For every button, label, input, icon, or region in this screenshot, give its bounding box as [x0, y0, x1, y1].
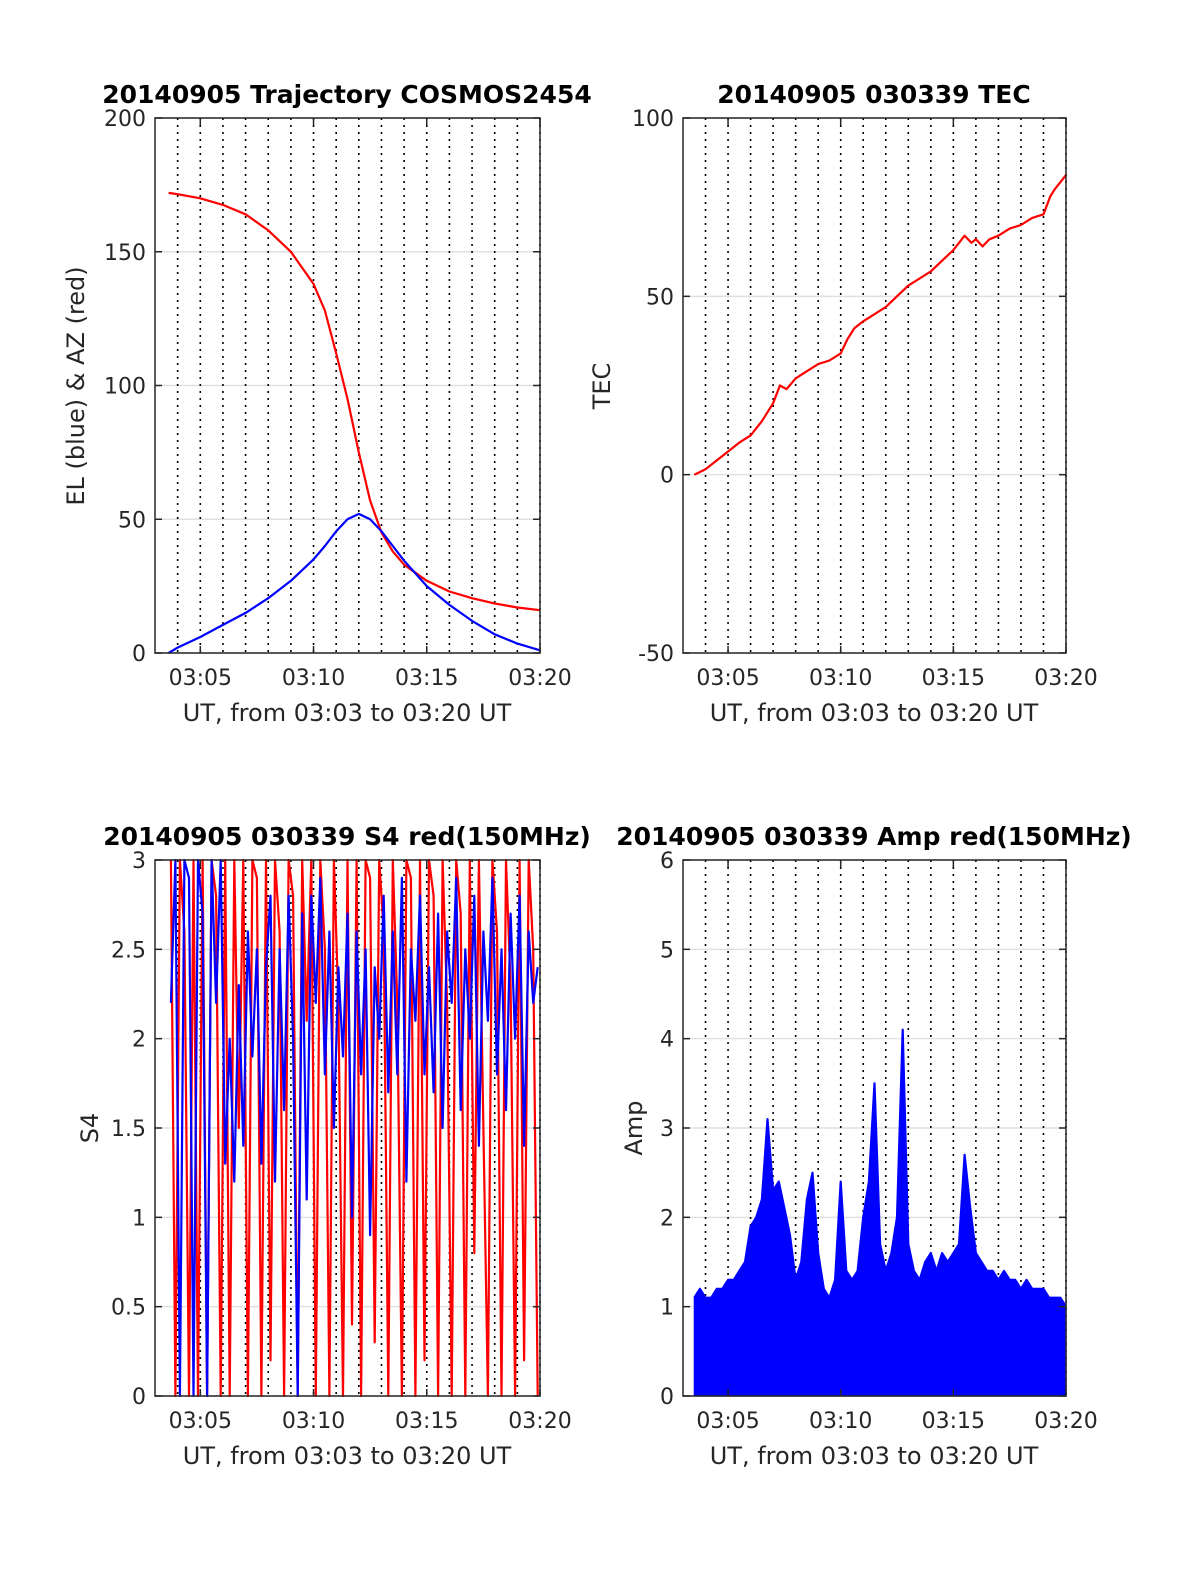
x-tick-label: 03:05 [169, 1409, 232, 1434]
x-tick-label: 03:20 [1034, 1409, 1097, 1434]
panel-amp: 03:05 03:10 03:15 03:20 0 1 2 3 4 5 6 20140905 030… [616, 822, 1132, 1470]
y-tick-label: 100 [104, 375, 146, 400]
series-line [168, 191, 541, 612]
y-tick-label: 50 [646, 285, 674, 310]
series-line [168, 512, 541, 654]
panel-s4: 03:05 03:10 03:15 03:20 0 0.5 1 1.5 2 2.5 3 201409… [76, 822, 591, 1470]
x-tick-label: 03:15 [922, 1409, 985, 1434]
x-tick-label: 03:15 [395, 1409, 458, 1434]
x-tick-label: 03:10 [809, 1409, 872, 1434]
series-line [693, 174, 1067, 476]
y-tick-label: -50 [638, 642, 674, 667]
x-tick-label: 03:10 [282, 1409, 345, 1434]
y-tick-label: 1 [660, 1296, 674, 1321]
y-tick-label: 0 [132, 1385, 146, 1410]
x-tick-label: 03:10 [809, 666, 872, 691]
y-axis-label: S4 [76, 1113, 104, 1144]
y-tick-label: 2.5 [111, 938, 146, 963]
axes-frame [682, 117, 1067, 654]
y-tick-label: 0 [660, 1385, 674, 1410]
panel-title: 20140905 Trajectory COSMOS2454 [102, 80, 592, 109]
x-axis-label: UT, from 03:03 to 03:20 UT [710, 699, 1039, 727]
x-tick-label: 03:20 [1034, 666, 1097, 691]
y-tick-label: 1.5 [111, 1117, 146, 1142]
y-tick-label: 50 [118, 508, 146, 533]
x-tick-label: 03:05 [696, 1409, 759, 1434]
y-tick-label: 2 [132, 1028, 146, 1053]
series-line [169, 858, 539, 1398]
y-axis-label: TEC [588, 363, 616, 411]
panel-title: 20140905 030339 Amp red(150MHz) [616, 822, 1132, 851]
x-axis-label: UT, from 03:03 to 03:20 UT [710, 1442, 1039, 1470]
y-tick-label: 1 [132, 1206, 146, 1231]
y-tick-label: 0 [132, 642, 146, 667]
y-tick-label: 0.5 [111, 1296, 146, 1321]
x-tick-label: 03:10 [282, 666, 345, 691]
y-axis-label: Amp [620, 1100, 648, 1155]
x-tick-label: 03:05 [696, 666, 759, 691]
panel-tec: 03:05 03:10 03:15 03:20 -50 0 50 100 20140905 0… [588, 80, 1098, 727]
y-axis-label: EL (blue) & AZ (red) [62, 266, 90, 505]
y-tick-label: 150 [104, 241, 146, 266]
y-tick-label: 3 [132, 849, 146, 874]
x-axis-label: UT, from 03:03 to 03:20 UT [183, 1442, 512, 1470]
y-tick-label: 4 [660, 1028, 674, 1053]
y-tick-label: 100 [632, 107, 674, 132]
panel-trajectory: 03:05 03:10 03:15 03:20 0 50 100 150 200 2014090… [62, 80, 592, 727]
y-tick-label: 200 [104, 107, 146, 132]
x-tick-label: 03:05 [169, 666, 232, 691]
x-axis-label: UT, from 03:03 to 03:20 UT [183, 699, 512, 727]
y-tick-label: 0 [660, 464, 674, 489]
y-tick-label: 5 [660, 938, 674, 963]
series-line [693, 1028, 1067, 1308]
x-tick-label: 03:15 [922, 666, 985, 691]
y-tick-label: 6 [660, 849, 674, 874]
y-tick-label: 2 [660, 1206, 674, 1231]
x-tick-label: 03:20 [508, 666, 571, 691]
x-tick-label: 03:20 [508, 1409, 571, 1434]
panel-title: 20140905 030339 TEC [717, 80, 1030, 109]
panel-title: 20140905 030339 S4 red(150MHz) [103, 822, 591, 851]
x-tick-label: 03:15 [395, 666, 458, 691]
y-tick-label: 3 [660, 1117, 674, 1142]
